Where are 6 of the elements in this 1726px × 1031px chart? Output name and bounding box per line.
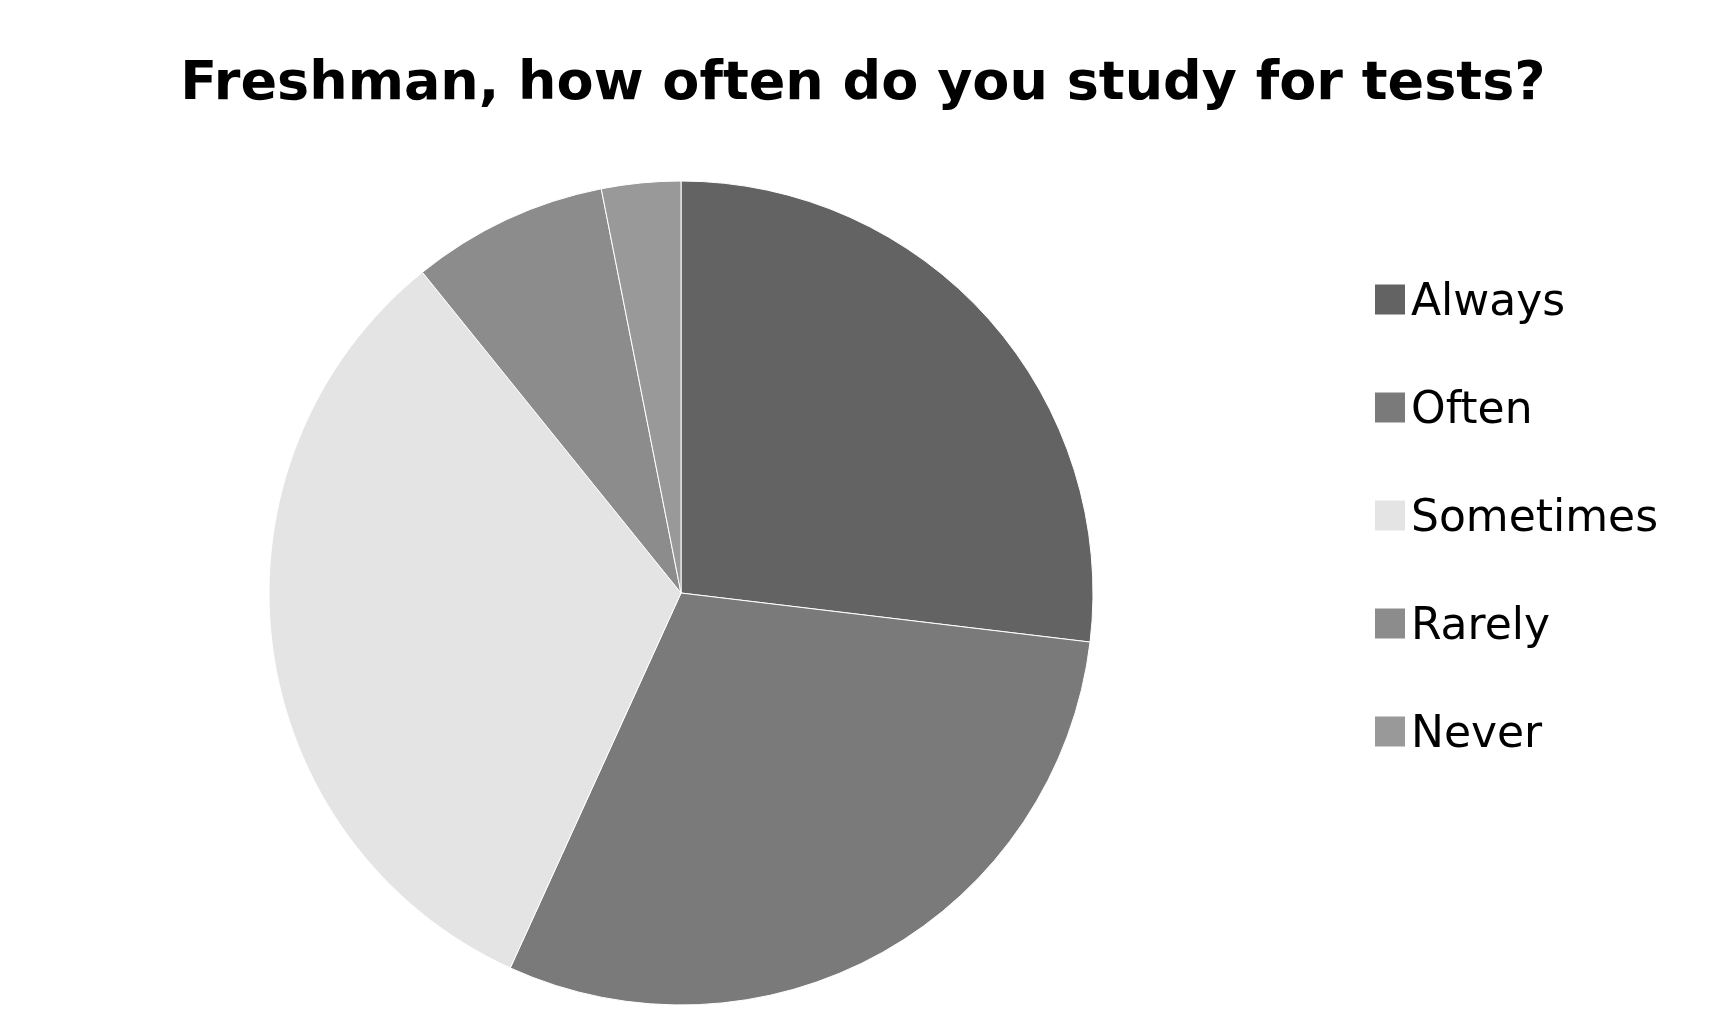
legend-label: Often [1411,382,1533,433]
legend-label: Sometimes [1411,490,1659,541]
legend-label: Rarely [1411,598,1551,649]
chart-title: Freshman, how often do you study for tests? [180,48,1546,112]
legend-label: Never [1411,706,1544,757]
legend-label: Always [1411,274,1566,325]
